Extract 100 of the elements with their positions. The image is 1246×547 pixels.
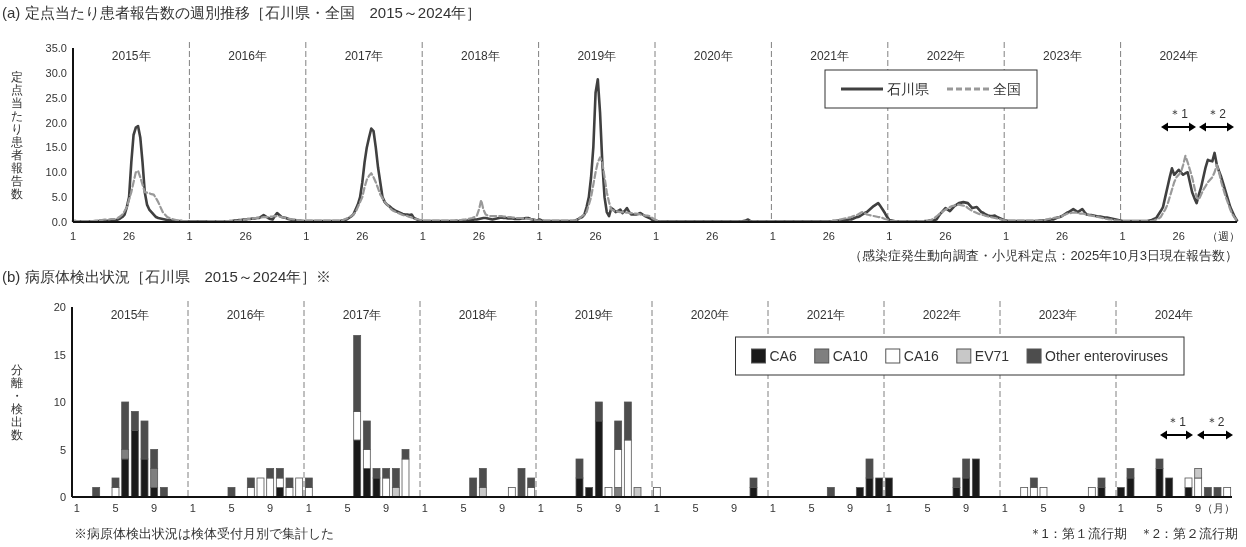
bar (1020, 487, 1029, 498)
annotation: 2017年 (344, 49, 384, 63)
annotation: 2018年 (458, 308, 498, 322)
annotation: 2019年 (574, 308, 614, 322)
annotation: 2021年 (806, 308, 846, 322)
y-tick-label: 15 (53, 348, 66, 361)
x-tick-label: 1 (769, 502, 776, 514)
annotation: 2023年 (1043, 49, 1082, 63)
y-tick-label: 0 (59, 491, 66, 503)
bar (227, 487, 236, 498)
x-tick-label: 1 (186, 230, 193, 242)
y-tick-label: 5.0 (51, 191, 67, 204)
x-tick-label: 5 (344, 502, 351, 514)
y-tick-label: 30.0 (45, 66, 67, 79)
annotation: 2024年 (1154, 308, 1194, 322)
y-tick-label: 35.0 (45, 42, 67, 54)
x-tick-label: 5 (576, 502, 583, 514)
x-tick-label: 9 (1079, 502, 1086, 514)
x-tick-label: 1 (653, 230, 660, 242)
x-tick-label: 9 (615, 502, 622, 514)
x-tick-label: 1 (73, 502, 80, 514)
bar (159, 487, 168, 498)
x-tick-label: 26 (589, 230, 602, 242)
y-tick-label: 15.0 (45, 141, 67, 154)
x-tick-label: 1 (303, 230, 310, 242)
chart-title: (a) 定点当たり患者報告数の週別推移［石川県・全国 2015～2024年］ (2, 4, 482, 21)
x-tick-label: 1 (537, 502, 544, 514)
x-tick-label: 5 (808, 502, 815, 514)
x-axis-title: （月） (1202, 502, 1235, 514)
annotation: 2022年 (922, 308, 962, 322)
x-tick-label: 5 (692, 502, 699, 514)
x-tick-label: 1 (421, 502, 428, 514)
x-tick-label: 9 (383, 502, 390, 514)
x-tick-label: 1 (1001, 502, 1008, 514)
text: ※病原体検出状況は検体受付月別で集計した (74, 526, 334, 541)
legend-label: CA6 (769, 348, 797, 364)
text: ＊1：第１流行期 ＊2：第２流行期 (1028, 526, 1238, 541)
x-tick-label: 9 (267, 502, 274, 514)
x-tick-label: 26 (122, 230, 136, 242)
x-tick-label: 5 (924, 502, 931, 514)
annotation: 2019年 (577, 49, 617, 63)
bar (92, 487, 101, 498)
annotation: 2020年 (693, 49, 733, 63)
y-tick-label: 20 (53, 301, 66, 313)
x-axis-title: （週） (1207, 230, 1240, 242)
x-tick-label: 9 (731, 502, 738, 514)
y-tick-label: 10.0 (45, 166, 67, 179)
annotation: 2024年 (1159, 49, 1199, 63)
x-tick-label: 1 (69, 230, 77, 242)
x-tick-label: 26 (939, 230, 952, 242)
x-tick-label: 26 (1172, 230, 1185, 242)
annotation: 2016年 (228, 49, 267, 63)
legend-label: EV71 (974, 348, 1010, 364)
x-tick-label: 9 (151, 502, 158, 514)
annotation: 2015年 (111, 49, 151, 63)
x-tick-label: 1 (886, 230, 893, 242)
annotation: 2018年 (461, 49, 500, 63)
legend-label: 石川県 (887, 81, 929, 97)
annotation: ＊2 (1207, 107, 1227, 121)
annotation: 2020年 (690, 308, 730, 322)
x-tick-label: 5 (112, 502, 119, 514)
annotation: 2021年 (810, 49, 849, 63)
x-tick-label: 9 (499, 502, 506, 514)
x-tick-label: 5 (1040, 502, 1047, 514)
x-tick-label: 9 (847, 502, 854, 514)
y-tick-label: 0.0 (51, 216, 67, 228)
legend-label: Other enteroviruses (1045, 348, 1168, 364)
legend-label: CA10 (832, 348, 868, 364)
x-tick-label: 1 (1002, 230, 1010, 242)
x-tick-label: 5 (460, 502, 467, 514)
text: （感染症発生動向調査・小児科定点：2025年10月3日現在報告数） (849, 248, 1238, 263)
legend-label: CA16 (903, 348, 939, 364)
x-tick-label: 1 (653, 502, 660, 514)
annotation: 2016年 (226, 308, 266, 322)
x-tick-label: 1 (305, 502, 312, 514)
x-tick-label: 1 (1117, 502, 1124, 514)
bar (826, 487, 835, 498)
x-tick-label: 1 (769, 230, 776, 242)
x-tick-label: 26 (822, 230, 835, 242)
y-axis-title: 分離・検出数 (11, 362, 23, 442)
x-tick-label: 26 (472, 230, 486, 242)
x-tick-label: 5 (1156, 502, 1163, 514)
annotation: ＊1 (1167, 415, 1187, 429)
x-tick-label: 1 (189, 502, 196, 514)
x-tick-label: 1 (536, 230, 543, 242)
x-tick-label: 9 (1195, 502, 1202, 514)
annotation: 2017年 (342, 308, 382, 322)
x-tick-label: 26 (356, 230, 369, 242)
annotation: 2015年 (110, 308, 150, 322)
x-tick-label: 1 (1119, 230, 1126, 242)
x-tick-label: 1 (885, 502, 892, 514)
x-tick-label: 26 (1055, 230, 1069, 242)
annotation: ＊2 (1205, 415, 1225, 429)
y-tick-label: 10 (53, 396, 66, 408)
x-tick-label: 26 (239, 230, 252, 242)
y-tick-label: 25.0 (45, 91, 67, 104)
y-tick-label: 20.0 (45, 116, 67, 129)
bar (652, 487, 661, 498)
annotation: ＊1 (1169, 107, 1189, 121)
x-tick-label: 26 (706, 230, 719, 242)
